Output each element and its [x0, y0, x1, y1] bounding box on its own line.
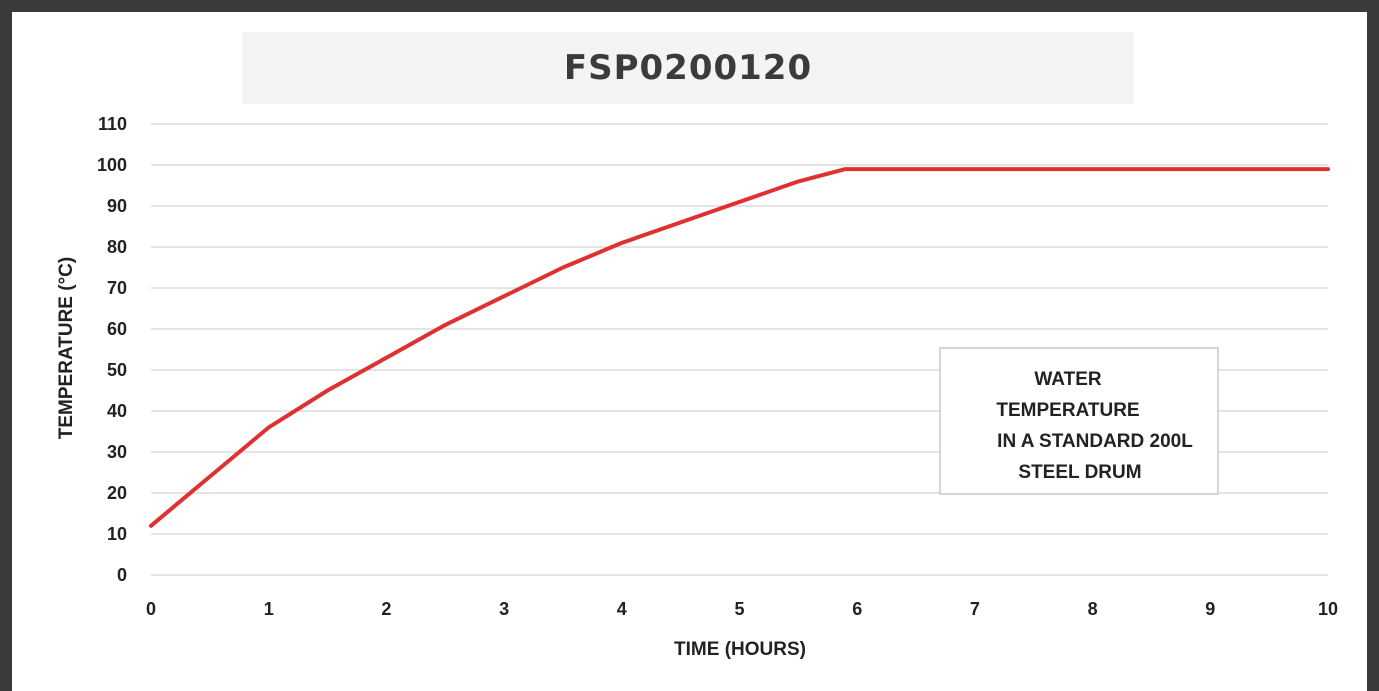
y-tick-label: 80 — [107, 237, 127, 257]
x-tick-label: 1 — [264, 599, 274, 619]
x-tick-label: 6 — [852, 599, 862, 619]
x-axis-label: TIME (HOURS) — [674, 639, 806, 660]
y-tick-label: 10 — [107, 524, 127, 544]
x-tick-label: 7 — [970, 599, 980, 619]
y-tick-label: 30 — [107, 442, 127, 462]
annotation-line-1: WATER — [1034, 369, 1101, 390]
x-tick-label: 3 — [499, 599, 509, 619]
x-tick-label: 4 — [617, 599, 627, 619]
y-axis-label: TEMPERATURE (°C) — [56, 257, 77, 439]
y-tick-label: 70 — [107, 278, 127, 298]
y-tick-label: 40 — [107, 401, 127, 421]
x-tick-label: 5 — [734, 599, 744, 619]
x-tick-label: 8 — [1088, 599, 1098, 619]
chart-title-band: FSP0200120 — [242, 32, 1134, 104]
series-line-0 — [149, 167, 1330, 528]
x-tick-label: 0 — [146, 599, 156, 619]
y-tick-label: 50 — [107, 360, 127, 380]
x-tick-labels: 0 1 2 3 4 5 6 7 8 9 10 — [146, 599, 1338, 619]
y-tick-label: 110 — [98, 114, 127, 134]
annotation-box: WATER TEMPERATURE IN A STANDARD 200L STE… — [939, 347, 1219, 495]
annotation-line-4: STEEL DRUM — [1018, 462, 1141, 483]
y-tick-label: 20 — [107, 483, 127, 503]
y-tick-labels: 0 10 20 30 40 50 60 70 80 90 100 110 — [97, 114, 127, 585]
y-tick-label: 90 — [107, 196, 127, 216]
annotation-border — [939, 347, 1219, 495]
annotation-line-3: IN A STANDARD 200L — [997, 431, 1193, 452]
x-tick-label: 2 — [381, 599, 391, 619]
grid-lines — [151, 123, 1328, 576]
annotation-line-2: TEMPERATURE — [996, 400, 1139, 421]
x-tick-label: 10 — [1318, 599, 1338, 619]
chart-title: FSP0200120 — [563, 48, 813, 88]
series-group — [149, 167, 1330, 528]
y-tick-label: 60 — [107, 319, 127, 339]
y-tick-label: 100 — [97, 155, 127, 175]
x-tick-label: 9 — [1205, 599, 1215, 619]
y-tick-label: 0 — [117, 565, 127, 585]
